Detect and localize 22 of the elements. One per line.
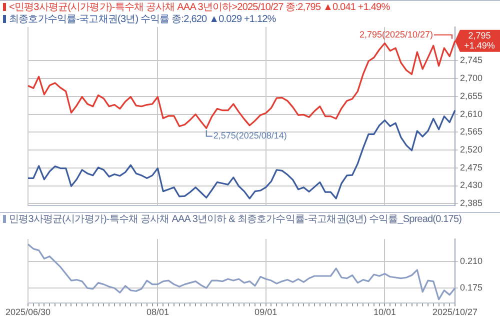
- x-tick-label: 09/01: [254, 307, 278, 318]
- legend-label: <민평3사평균(시가평가)-특수채 공사채 AAA 3년이하>2025/10/27 종:2,795 ▲0.041 +1.49%: [9, 2, 390, 13]
- y-tick-label: 2,385: [460, 198, 483, 208]
- x-tick-label: 08/01: [146, 307, 169, 318]
- y-tick-label: 2,565: [460, 126, 483, 137]
- legend-label: 최종호가수익률-국고채권(3년) 수익률 종:2,620 ▲0.029 +1.12%: [9, 14, 276, 25]
- y-tick-label: 2,745: [460, 55, 483, 66]
- y-tick-label: 2,520: [460, 144, 483, 155]
- y-tick-label: 2,700: [460, 73, 483, 84]
- legend-label: 민평3사평균(시가평가)-특수채 공사채 AAA 3년이하 & 최종호가수익률-국고채권(3년) 수익률_Spread(0.175): [9, 214, 462, 225]
- y-tick-label: 2,655: [460, 90, 483, 101]
- x-tick-label: 10/01: [373, 307, 396, 318]
- x-tick-label: 2025/06/30: [5, 307, 51, 318]
- x-tick-label: 2025/10/27: [432, 307, 478, 318]
- y-tick-label: 2,475: [460, 162, 483, 172]
- y-tick-label: 2,430: [460, 180, 483, 190]
- annotation: 2,575(2025/08/14): [213, 130, 287, 141]
- text: 2,795 +1.49%: [464, 30, 495, 50]
- annotation: 2,795(2025/10/27): [359, 29, 433, 40]
- y-tick-label: 0.175: [460, 282, 483, 293]
- y-tick-label: 2,610: [460, 108, 483, 119]
- y-tick-label: 0.210: [460, 256, 483, 266]
